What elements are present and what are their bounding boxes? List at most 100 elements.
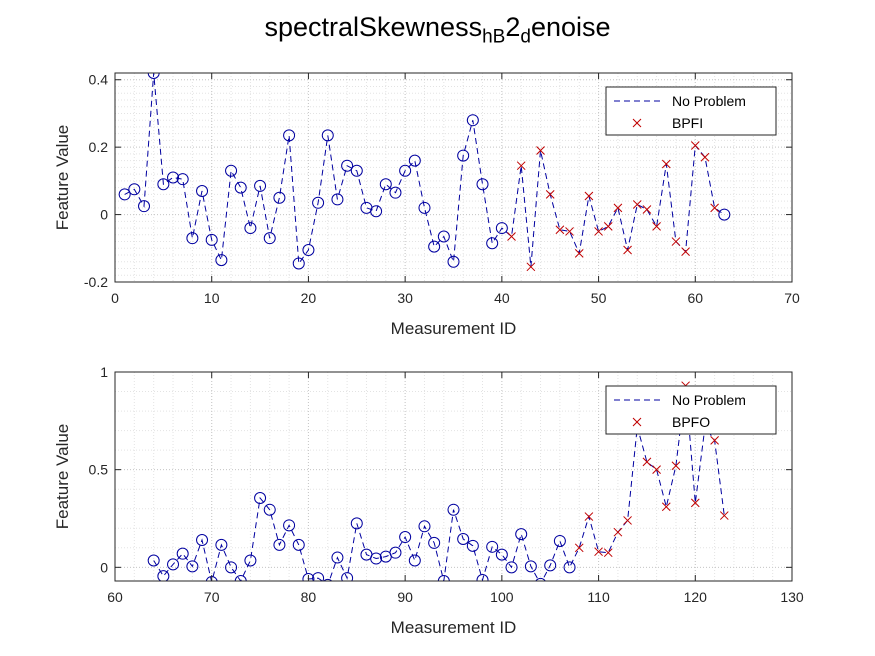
data-point-circle [225, 164, 238, 177]
data-point-circle [379, 178, 392, 191]
data-point-circle [457, 533, 470, 546]
data-point-circle [370, 552, 383, 565]
data-point-x [603, 222, 613, 231]
data-point-circle [321, 129, 334, 142]
data-point-circle [341, 572, 354, 581]
data-point-circle [341, 159, 354, 172]
title-main: spectralSkewness [264, 12, 483, 42]
data-point-circle [428, 240, 441, 253]
data-point-circle [225, 561, 238, 574]
legend-box [605, 385, 777, 435]
data-point-circle [244, 222, 257, 235]
data-point-circle [389, 186, 402, 199]
data-point-circle [157, 178, 170, 191]
title-subscript-2: d [520, 26, 531, 48]
data-point-x [623, 516, 632, 525]
data-point-circle [437, 230, 450, 243]
data-point-circle [331, 193, 344, 206]
data-point-circle [273, 538, 286, 551]
data-point-circle [466, 539, 479, 552]
data-point-circle [312, 572, 325, 581]
data-point-circle [350, 164, 363, 177]
data-point-x [516, 161, 526, 171]
data-point-x [613, 527, 623, 537]
legend-label-fault: BPFI [672, 115, 703, 131]
data-point-circle [196, 533, 209, 546]
x-tick-label: 70 [204, 589, 220, 605]
x-tick-label: 10 [204, 290, 220, 306]
data-point-circle [176, 173, 189, 186]
data-point-x [690, 498, 700, 508]
data-point-x [671, 237, 681, 246]
data-point-circle [292, 538, 305, 551]
data-point-circle [447, 503, 460, 516]
data-point-circle [399, 164, 412, 177]
x-axis-label: Measurement ID [391, 618, 517, 637]
data-point-circle [447, 255, 460, 268]
x-tick-label: 120 [684, 589, 708, 605]
legend-x-icon [632, 417, 642, 427]
axes-box [114, 371, 793, 582]
x-tick-label: 30 [397, 290, 413, 306]
x-tick-label: 80 [301, 589, 317, 605]
data-point-circle [263, 232, 276, 245]
data-point-circle [553, 534, 566, 547]
data-point-circle [167, 171, 180, 184]
x-tick-label: 90 [397, 589, 413, 605]
x-tick-label: 0 [111, 290, 119, 306]
data-point-circle [495, 548, 508, 561]
data-point-x [690, 141, 700, 150]
data-point-circle [524, 560, 537, 573]
data-point-circle [408, 154, 421, 167]
data-point-circle [476, 178, 489, 191]
data-point-circle [505, 561, 518, 574]
legend-label-normal: No Problem [672, 93, 746, 109]
data-point-circle [437, 575, 450, 581]
data-layer [147, 381, 729, 581]
subplot-2: 60 70 80 90 100 110 120 130 0 0.5 1 Measurement ID F… [53, 364, 804, 637]
data-point-circle [283, 129, 296, 142]
data-point-circle [718, 208, 731, 221]
data-point-x [565, 227, 574, 236]
legend-box [605, 86, 777, 136]
data-point-x [642, 205, 652, 214]
y-tick-label: 0 [100, 207, 108, 223]
data-point-circle [167, 558, 180, 571]
data-point-x [661, 502, 671, 512]
data-point-x [700, 152, 710, 162]
data-point-circle [399, 531, 412, 544]
data-point-circle [323, 578, 333, 581]
data-point-x [710, 203, 719, 213]
data-point-circle [157, 570, 170, 581]
title-subscript-1: hB [482, 26, 506, 48]
data-point-circle [292, 257, 305, 270]
data-point-circle [118, 188, 131, 201]
y-tick-label: 0 [100, 559, 108, 575]
data-point-circle [476, 574, 489, 581]
data-point-x [507, 232, 516, 241]
data-point-x [613, 203, 623, 213]
data-point-x [652, 465, 661, 475]
data-point-x [594, 547, 603, 557]
data-point-circle [263, 503, 276, 516]
x-tick-label: 20 [301, 290, 317, 306]
x-tick-label: 130 [780, 589, 804, 605]
data-point-circle [302, 243, 315, 256]
data-point-circle [196, 184, 209, 197]
axes-box [114, 72, 793, 283]
series-line [153, 385, 725, 581]
data-point-x [536, 146, 545, 155]
data-layer [118, 73, 731, 272]
x-axis-label: Measurement ID [391, 319, 517, 338]
data-point-circle [147, 554, 160, 567]
data-point-x [584, 512, 594, 521]
data-point-circle [486, 237, 499, 250]
data-point-circle [283, 519, 296, 532]
data-point-circle [302, 573, 315, 581]
data-point-circle [370, 205, 383, 218]
y-axis-label: Feature Value [53, 125, 72, 231]
data-point-circle [138, 200, 151, 213]
legend-label-fault: BPFO [672, 414, 710, 430]
data-point-circle [408, 554, 421, 567]
figure-title: spectralSkewnesshB2denoise [0, 12, 875, 48]
